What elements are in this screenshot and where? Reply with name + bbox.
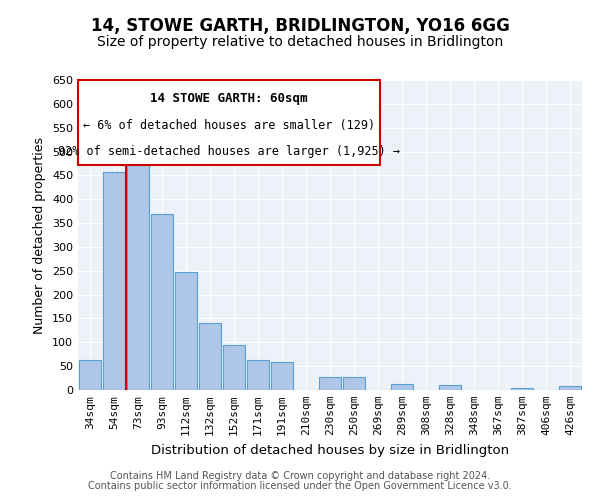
Text: Contains HM Land Registry data © Crown copyright and database right 2024.: Contains HM Land Registry data © Crown c… (110, 471, 490, 481)
Bar (127, 142, 149, 390)
Bar (511, 388, 533, 390)
Bar (391, 384, 413, 390)
Bar (151, 214, 173, 390)
Bar (439, 385, 461, 390)
Bar (559, 386, 581, 390)
Y-axis label: Number of detached properties: Number of detached properties (34, 136, 46, 334)
Text: 92% of semi-detached houses are larger (1,925) →: 92% of semi-detached houses are larger (… (58, 145, 400, 158)
Bar (223, 344, 245, 390)
Bar (199, 323, 221, 390)
Bar (271, 362, 293, 390)
Bar (103, 172, 125, 390)
Text: 14, STOWE GARTH, BRIDLINGTON, YO16 6GG: 14, STOWE GARTH, BRIDLINGTON, YO16 6GG (91, 18, 509, 36)
Bar (343, 376, 365, 390)
Text: Size of property relative to detached houses in Bridlington: Size of property relative to detached ho… (97, 35, 503, 49)
FancyBboxPatch shape (78, 80, 380, 165)
Text: 14 STOWE GARTH: 60sqm: 14 STOWE GARTH: 60sqm (151, 92, 308, 106)
Bar (79, 360, 101, 390)
X-axis label: Distribution of detached houses by size in Bridlington: Distribution of detached houses by size … (151, 444, 509, 456)
Text: Contains public sector information licensed under the Open Government Licence v3: Contains public sector information licen… (88, 481, 512, 491)
Text: ← 6% of detached houses are smaller (129): ← 6% of detached houses are smaller (129… (83, 118, 375, 132)
Bar (175, 272, 197, 390)
Bar (247, 360, 269, 390)
Bar (319, 376, 341, 390)
